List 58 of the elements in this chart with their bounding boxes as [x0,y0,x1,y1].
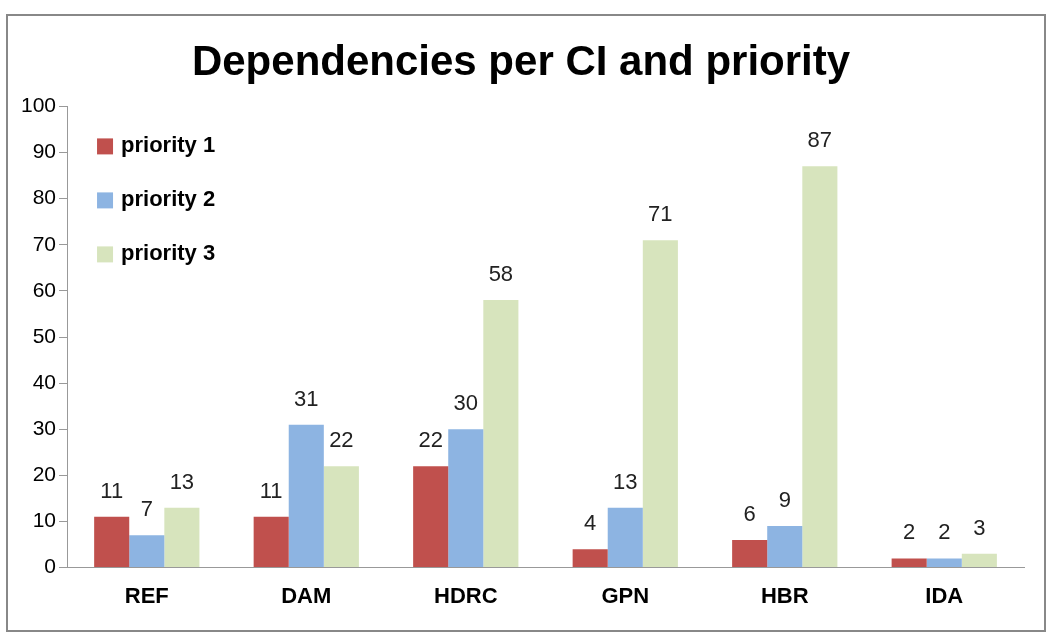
bar [732,539,768,568]
bar [961,553,997,568]
bar [483,300,519,568]
y-tick-label: 60 [32,277,57,301]
data-label: 11 [100,477,124,503]
y-tick-label: 100 [20,93,57,117]
y-tick-label: 80 [32,185,57,209]
data-label: 9 [778,487,791,513]
y-tick-label: 70 [32,231,57,255]
data-label: 13 [169,468,195,494]
data-label: 2 [938,519,951,545]
data-label: 6 [743,500,756,526]
legend-label: priority 1 [121,132,216,158]
bar [642,240,678,568]
data-label: 3 [973,514,986,540]
data-label: 11 [259,477,283,503]
y-tick-label: 0 [44,554,57,578]
data-label: 7 [140,496,153,522]
data-label: 22 [329,427,354,453]
y-tick-label: 30 [32,416,57,440]
y-tick-label: 10 [32,508,57,532]
bar [413,466,449,568]
bar [448,429,484,568]
legend-label: priority 2 [121,186,216,212]
data-label: 87 [807,127,833,153]
bar [572,549,608,568]
data-label: 71 [648,201,673,227]
x-tick-label: DAM [281,582,332,608]
chart-frame: Dependencies per CI and priority REF DAM HDRC GPN HBR IDA 0 10 20 30 40 50 60 70 80 90 100 11 11 22 4 6 2 7 31 30 13 9 2 13 22 58 71 87 3 priority 1 priority 2 priority 3 [6,14,1046,632]
x-tick-label: HDRC [433,582,498,608]
bar [891,558,927,568]
y-tick-label: 20 [32,462,57,486]
bar [164,507,200,568]
y-tick-label: 40 [32,369,57,393]
bar [926,558,962,568]
y-tick-label: 50 [32,323,57,347]
data-label: 2 [903,519,916,545]
x-tick-label: IDA [925,582,964,608]
x-tick-label: GPN [601,582,650,608]
legend-label: priority 3 [121,240,216,266]
bar [94,516,130,568]
bar [129,535,165,568]
bar [253,516,289,568]
data-label: 22 [418,427,443,453]
bar [767,526,803,568]
bar [323,466,359,568]
bar [802,166,838,568]
data-label: 4 [584,510,597,536]
bar [288,424,324,568]
data-label: 13 [613,468,638,494]
x-tick-label: HBR [760,582,809,608]
x-tick-label: REF [124,582,169,608]
y-tick-label: 90 [32,139,57,163]
chart-title: Dependencies per CI and priority [191,36,851,84]
data-label: 58 [488,261,514,287]
bar [607,507,643,568]
data-label: 31 [294,385,319,411]
data-label: 30 [453,390,479,416]
